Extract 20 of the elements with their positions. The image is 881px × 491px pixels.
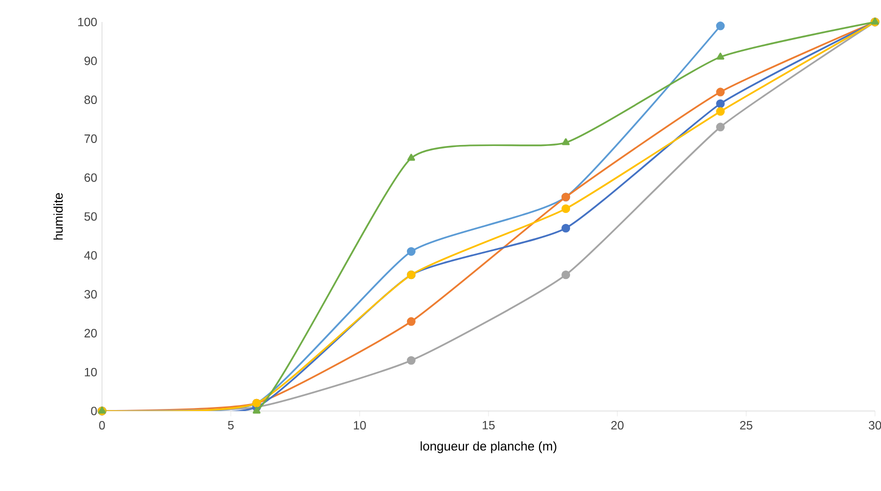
- y-tick-label: 20: [84, 328, 97, 338]
- y-tick-label: 40: [84, 251, 97, 260]
- y-axis-title: humidite: [53, 193, 63, 240]
- x-tick-label: 5: [228, 421, 234, 430]
- y-tick-label: 10: [84, 368, 97, 376]
- y-tick-label: 80: [84, 96, 97, 104]
- x-tick-label: 25: [740, 421, 752, 430]
- x-tick-label: 15: [482, 421, 495, 430]
- x-axis-title: longueur de planche (m): [420, 441, 556, 454]
- y-tick-label: 90: [84, 56, 97, 66]
- y-tick-label: 0: [91, 406, 97, 416]
- y-tick-label: 30: [84, 290, 97, 299]
- y-tick-label: 50: [84, 212, 97, 221]
- x-tick-label: 30: [868, 421, 881, 430]
- y-tick-label: 60: [84, 173, 97, 182]
- x-tick-label: 0: [99, 421, 105, 430]
- x-tick-label: 10: [354, 421, 366, 430]
- y-tick-label: 70: [84, 134, 97, 143]
- y-tick-label: 100: [78, 18, 97, 26]
- x-tick-label: 20: [611, 421, 624, 430]
